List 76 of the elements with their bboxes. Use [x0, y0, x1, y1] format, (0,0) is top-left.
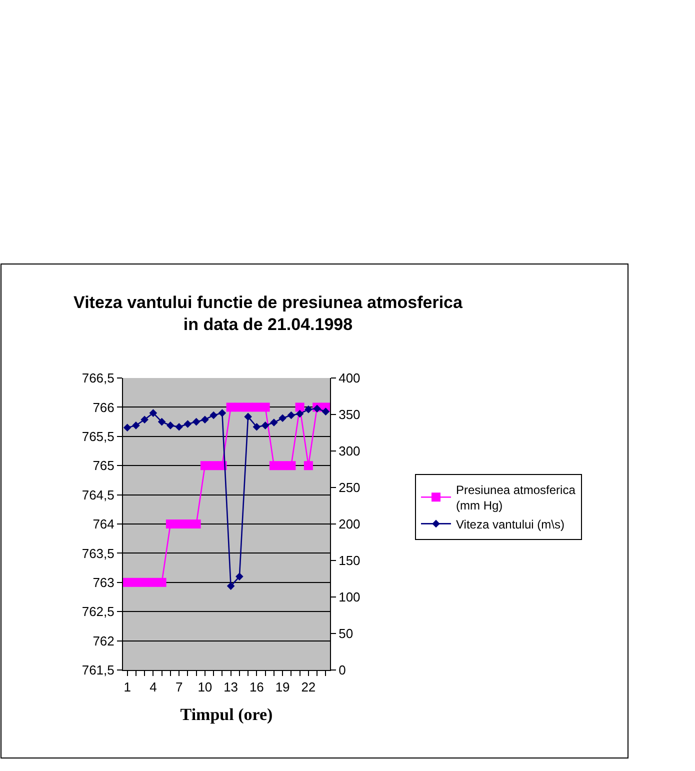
- y2-tick-label: 200: [338, 516, 360, 532]
- point: [226, 402, 236, 412]
- point: [252, 423, 261, 431]
- point: [269, 461, 278, 470]
- y-tick-label: 765,5: [82, 428, 114, 444]
- point: [270, 418, 278, 426]
- y-tick-label: 763,5: [82, 546, 114, 561]
- y2-tick-label: 350: [338, 407, 360, 422]
- y2-tick-label: 100: [338, 590, 360, 605]
- point: [287, 411, 296, 420]
- point: [209, 461, 218, 470]
- point: [244, 412, 252, 421]
- point: [166, 422, 174, 430]
- point: [252, 402, 262, 412]
- point: [260, 402, 270, 412]
- y-tick-label: 764,5: [82, 487, 114, 502]
- point: [304, 405, 312, 414]
- point: [174, 520, 184, 528]
- y2-tick-label: 400: [338, 370, 360, 386]
- point: [132, 422, 140, 430]
- y2-tick-label: 50: [338, 626, 354, 642]
- chart-title: Viteza vantului functie de presiunea atmosferica in data de 21.04.1998: [74, 293, 463, 334]
- legend-label: Presiunea atmosferica (mm Hg): [456, 482, 576, 513]
- point: [149, 409, 158, 417]
- y2-tick-label: 0: [338, 662, 346, 678]
- x-tick-label: 19: [275, 680, 290, 695]
- point: [286, 461, 296, 470]
- point: [140, 416, 148, 424]
- point: [278, 461, 288, 470]
- x-tick-label: 10: [198, 680, 212, 695]
- point: [322, 408, 330, 416]
- point: [234, 402, 244, 412]
- point: [175, 423, 183, 431]
- point: [192, 418, 200, 426]
- point: [192, 520, 201, 528]
- point: [201, 416, 209, 424]
- point: [278, 414, 286, 422]
- point: [140, 578, 150, 587]
- x-axis-title: Timpul (ore): [180, 705, 273, 724]
- y-tick-label: 762,5: [82, 604, 114, 620]
- point: [296, 410, 304, 418]
- y2-tick-label: 300: [338, 444, 360, 459]
- point: [166, 520, 175, 528]
- y-tick-label: 762: [92, 633, 114, 648]
- y-tick-label: 761,5: [82, 662, 114, 678]
- x-tick-label: 7: [175, 680, 183, 695]
- point: [158, 418, 166, 426]
- point: [157, 578, 166, 587]
- point: [236, 572, 244, 580]
- point: [123, 578, 132, 587]
- point: [304, 461, 313, 470]
- point: [184, 420, 192, 428]
- point: [210, 411, 218, 420]
- y-tick-label: 763: [92, 574, 114, 590]
- x-tick-label: 16: [249, 680, 264, 695]
- point: [123, 424, 132, 432]
- point: [218, 409, 226, 417]
- point: [148, 578, 158, 587]
- point: [200, 461, 210, 470]
- y-tick-label: 764: [92, 516, 114, 532]
- x-tick-label: 4: [150, 680, 157, 695]
- point: [295, 402, 304, 412]
- point: [261, 422, 270, 430]
- y2-tick-label: 150: [338, 553, 360, 568]
- y2-tick-label: 250: [338, 480, 360, 496]
- y-tick-label: 766: [92, 400, 114, 415]
- y-tick-label: 766,5: [82, 370, 114, 386]
- legend-label: Viteza vantului (m\s): [456, 517, 564, 532]
- point: [131, 578, 140, 587]
- point: [226, 582, 235, 590]
- y-tick-label: 765: [92, 458, 114, 474]
- x-tick-label: 22: [301, 680, 316, 695]
- point: [183, 520, 192, 528]
- point: [244, 402, 253, 412]
- x-tick-label: 13: [224, 680, 238, 695]
- x-tick-label: 1: [124, 680, 131, 695]
